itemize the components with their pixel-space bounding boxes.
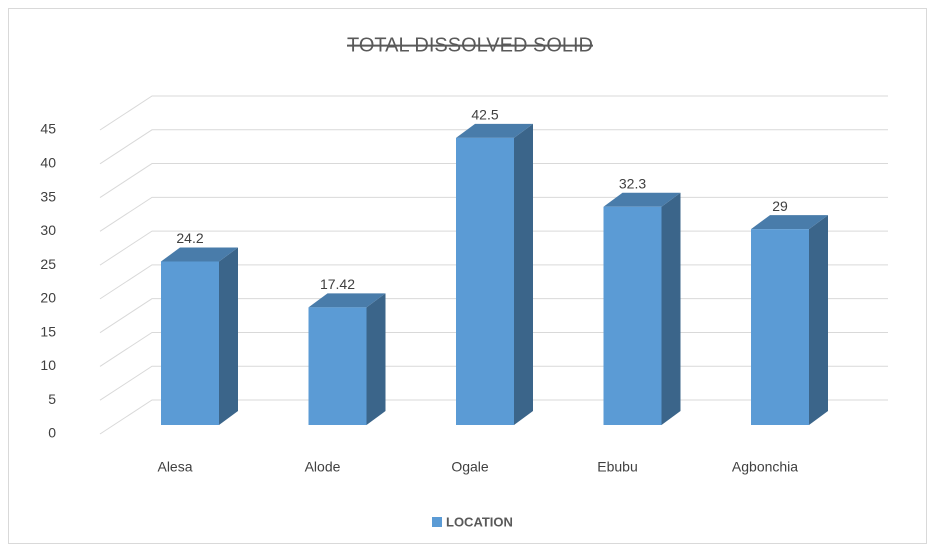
chart-title: TOTAL DISSOLVED SOLID (347, 34, 593, 56)
grid-line (99, 129, 888, 165)
y-tick-label: 40 (40, 154, 56, 170)
y-tick-label: 0 (48, 425, 56, 441)
x-tick-label: Alesa (157, 459, 192, 475)
bar (308, 293, 386, 425)
legend-label: LOCATION (446, 514, 513, 529)
bar-front (161, 261, 219, 425)
data-label: 42.5 (471, 107, 498, 123)
x-tick-label: Ogale (451, 459, 489, 475)
y-tick-label: 30 (40, 222, 56, 238)
y-tick-label: 25 (40, 256, 56, 272)
bar (161, 247, 238, 425)
data-label: 17.42 (320, 276, 355, 292)
x-tick-label: Alode (305, 459, 341, 475)
data-label: 24.2 (176, 230, 203, 246)
bar-front (603, 206, 662, 425)
x-tick-label: Ebubu (597, 459, 637, 475)
bar-top (751, 215, 828, 230)
data-label: 32.3 (619, 175, 646, 191)
bar (456, 123, 533, 425)
bar-side (366, 293, 386, 425)
y-tick-label: 10 (40, 357, 56, 373)
bar-top (603, 192, 681, 207)
y-tick-label: 20 (40, 290, 56, 306)
y-tick-label: 5 (48, 391, 56, 407)
bar-side (661, 192, 681, 425)
grid-line (99, 163, 888, 198)
bar-side (219, 247, 238, 425)
bar (603, 192, 681, 425)
bar-front (456, 137, 514, 425)
legend-swatch (432, 517, 442, 527)
grid-line (99, 95, 888, 131)
y-tick-label: 45 (40, 121, 56, 137)
bar-front (308, 307, 367, 425)
y-tick-label: 15 (40, 323, 56, 339)
bar-top (308, 293, 386, 308)
bar-top (456, 123, 533, 138)
bar-side (809, 215, 828, 425)
bar-front (751, 229, 809, 425)
x-tick-label: Agbonchia (732, 459, 798, 475)
bar-top (161, 247, 238, 262)
data-label: 29 (772, 198, 788, 214)
bar-side (514, 123, 533, 425)
bar (751, 215, 828, 425)
y-tick-label: 35 (40, 188, 56, 204)
